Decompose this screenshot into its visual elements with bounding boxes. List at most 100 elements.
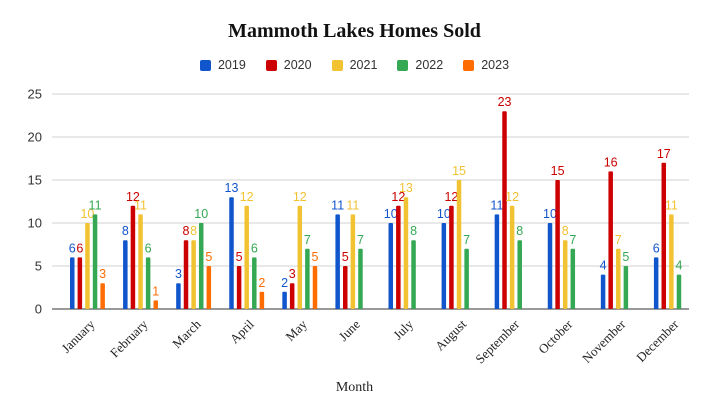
data-label: 4 <box>600 259 607 273</box>
data-label: 11 <box>490 198 503 212</box>
bar <box>388 223 393 309</box>
legend-item: 2020 <box>265 58 312 72</box>
bar <box>289 283 295 309</box>
legend: 2019 2020 2021 2022 2023 <box>0 58 709 72</box>
x-axis-title: Month <box>335 380 374 395</box>
chart-title: Mammoth Lakes Homes Sold <box>228 20 481 42</box>
bar <box>335 214 340 309</box>
data-label: 4 <box>675 259 682 273</box>
bar <box>464 248 469 309</box>
x-tick-label: May <box>282 316 310 344</box>
bar <box>138 214 143 309</box>
y-tick-label: 15 <box>28 173 42 188</box>
data-label: 6 <box>251 241 258 255</box>
data-label: 8 <box>122 224 129 238</box>
x-tick-label: August <box>432 316 469 353</box>
bar <box>358 248 363 309</box>
data-label: 6 <box>69 241 76 255</box>
bar <box>676 274 682 309</box>
x-tick-label: January <box>58 316 98 356</box>
bar <box>494 214 500 309</box>
legend-label: 2022 <box>415 58 444 72</box>
bar <box>555 180 560 309</box>
bar <box>669 214 674 309</box>
bar <box>130 205 136 309</box>
data-label: 11 <box>134 198 147 212</box>
legend-label: 2023 <box>481 58 510 72</box>
data-label: 10 <box>80 207 94 221</box>
bar <box>70 257 75 309</box>
data-label: 8 <box>190 224 197 238</box>
y-tick-label: 0 <box>35 302 42 317</box>
bar <box>350 214 356 309</box>
bar <box>312 266 318 309</box>
data-label: 8 <box>562 224 569 238</box>
y-tick-label: 20 <box>28 130 42 145</box>
x-tick-label: March <box>169 316 204 351</box>
data-label: 3 <box>99 267 106 281</box>
x-tick-label: June <box>336 316 364 344</box>
data-label: 7 <box>463 233 470 247</box>
legend-swatch <box>397 59 409 71</box>
data-label: 5 <box>312 250 319 264</box>
bar <box>403 197 409 309</box>
data-label: 5 <box>622 250 629 264</box>
legend-label: 2019 <box>217 58 246 72</box>
data-label: 7 <box>304 233 311 247</box>
bar <box>456 180 462 309</box>
legend-label: 2021 <box>349 58 378 72</box>
legend-item: 2023 <box>463 58 509 72</box>
bar <box>570 248 576 309</box>
x-tick-label: February <box>107 316 151 360</box>
data-label: 2 <box>258 276 265 290</box>
data-label: 12 <box>293 190 307 204</box>
data-label: 5 <box>236 250 243 264</box>
data-label: 6 <box>76 241 83 255</box>
bar <box>441 223 447 309</box>
data-label: 2 <box>281 276 288 290</box>
bar <box>252 257 257 309</box>
data-label: 17 <box>657 147 671 161</box>
x-tick-label: April <box>227 316 257 346</box>
data-label: 16 <box>604 155 618 169</box>
data-label: 13 <box>225 181 239 195</box>
data-label: 10 <box>194 207 208 221</box>
bar <box>85 223 90 309</box>
y-tick-label: 25 <box>28 87 42 102</box>
data-label: 5 <box>342 250 349 264</box>
legend-swatch <box>331 59 343 71</box>
bar <box>236 266 242 309</box>
data-label: 7 <box>357 233 364 247</box>
data-label: 3 <box>175 267 182 281</box>
bar <box>176 283 181 309</box>
data-label: 6 <box>653 241 660 255</box>
data-label: 8 <box>516 224 523 238</box>
bar <box>411 240 416 309</box>
data-label: 11 <box>665 198 678 212</box>
data-label: 13 <box>399 181 413 195</box>
bar <box>297 205 303 309</box>
bar <box>282 291 287 309</box>
data-label: 10 <box>543 207 557 221</box>
data-label: 12 <box>126 190 140 204</box>
bar <box>100 283 105 309</box>
bar <box>183 240 189 309</box>
bar <box>502 111 507 309</box>
data-label: 7 <box>615 233 622 247</box>
bar <box>623 266 629 309</box>
data-label: 8 <box>410 224 417 238</box>
bar <box>145 257 151 309</box>
data-label: 11 <box>89 198 102 212</box>
bar <box>92 214 98 309</box>
x-tick-label: December <box>633 316 682 365</box>
bar <box>616 248 621 309</box>
bar <box>396 205 401 309</box>
bar <box>123 240 128 309</box>
data-label: 7 <box>569 233 576 247</box>
bar <box>229 197 234 309</box>
data-label: 23 <box>498 95 512 109</box>
data-label: 3 <box>289 267 296 281</box>
data-label: 12 <box>505 190 519 204</box>
